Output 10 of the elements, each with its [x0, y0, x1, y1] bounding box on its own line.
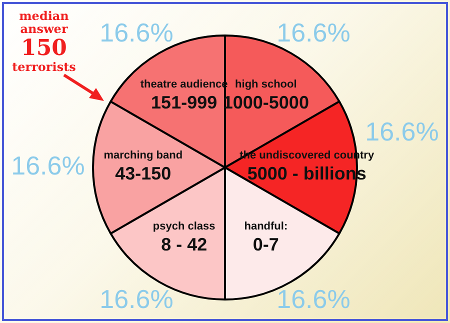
data-label: 16.6%: [100, 17, 174, 48]
slice-label: handful: 0-7: [244, 220, 288, 254]
data-label: 16.6%: [365, 116, 439, 147]
slice-label: marching band 43-150: [104, 150, 183, 184]
data-label: 16.6%: [11, 150, 85, 181]
slice-label: psych class 8 - 42: [152, 220, 216, 254]
data-label: 16.6%: [276, 284, 350, 314]
data-label: 16.6%: [100, 284, 174, 314]
data-label: 16.6%: [276, 17, 350, 48]
text: median answer 150 terrorists: [11, 9, 77, 74]
